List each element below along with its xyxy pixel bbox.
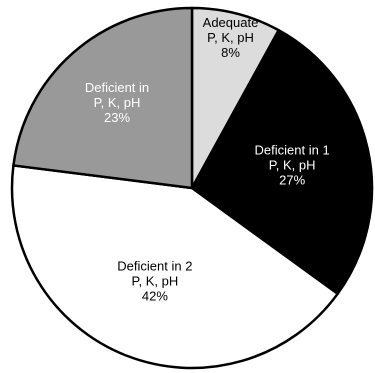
pie-slice-label-3: Deficient in P, K, pH 23% [85,80,149,125]
pie-slice-2 [10,164,339,370]
pie-slice-label-2: Deficient in 2 P, K, pH 42% [117,259,192,304]
pie-slice-3 [12,6,194,190]
pie-slice-label-0-line-1: P, K, pH [207,30,254,45]
pie-slice-label-3-line-2: 23% [104,110,130,125]
pie-slice-label-1: Deficient in 1 P, K, pH 27% [255,143,330,188]
pie-slice-0 [190,6,280,190]
pie-slice-label-1-line-2: 27% [279,173,305,188]
pie-slice-label-3-line-0: Deficient in [85,80,149,95]
pie-slice-label-0: Adequate P, K, pH 8% [203,15,259,60]
pie-slice-label-2-line-2: 42% [142,289,168,304]
pie-slices [10,6,374,370]
pie-slice-label-0-line-0: Adequate [203,15,259,30]
pie-slice-label-3-line-1: P, K, pH [94,95,141,110]
pie-slice-1 [190,29,374,296]
pie-labels: Adequate P, K, pH 8%Deficient in 1 P, K, pH… [85,15,330,304]
pie-slice-label-1-line-1: P, K, pH [269,158,316,173]
pie-slice-label-2-line-1: P, K, pH [132,274,179,289]
pie-slice-label-2-line-0: Deficient in 2 [117,259,192,274]
pie-slice-label-1-line-0: Deficient in 1 [255,143,330,158]
pie-slice-label-0-line-2: 8% [221,45,240,60]
